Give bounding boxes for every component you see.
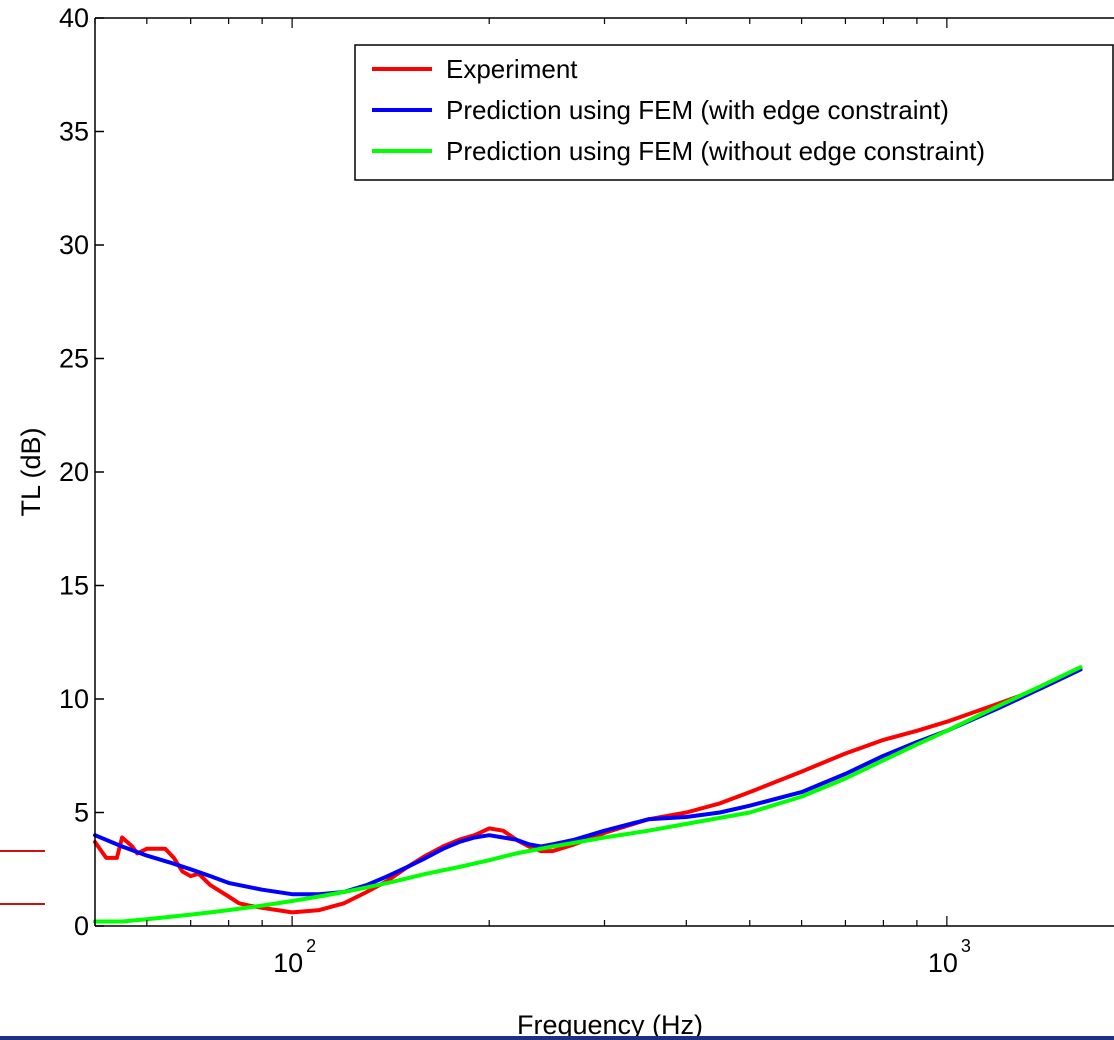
y-tick-label: 0 — [74, 911, 89, 941]
y-tick-label: 35 — [59, 117, 89, 147]
x-tick-label-exponent: 2 — [306, 936, 316, 956]
bottom-accent-bar — [0, 1036, 1114, 1040]
y-tick-label: 30 — [59, 230, 89, 260]
y-tick-label: 40 — [59, 3, 89, 33]
x-tick-label-exponent: 3 — [961, 936, 971, 956]
series-line-2 — [93, 665, 1083, 924]
y-axis-label: TL (dB) — [16, 427, 46, 516]
y-tick-label: 20 — [59, 457, 89, 487]
y-tick-label: 25 — [59, 344, 89, 374]
legend-box — [354, 44, 1114, 181]
series-layer — [93, 665, 1083, 924]
y-tick-label: 10 — [59, 684, 89, 714]
legend-label-0: Experiment — [446, 54, 578, 84]
legend: Experiment Prediction using FEM (with edg… — [354, 44, 1114, 181]
legend-label-1: Prediction using FEM (with edge constrai… — [446, 95, 949, 125]
series-line-0 — [93, 667, 1083, 915]
series-line-1 — [93, 667, 1083, 897]
x-axis-label: Frequency (Hz) — [517, 1010, 703, 1040]
legend-label-2: Prediction using FEM (without edge const… — [446, 136, 985, 166]
side-marks — [0, 850, 45, 905]
y-tick-label: 5 — [74, 798, 89, 828]
x-tick-label: 10 — [928, 948, 958, 978]
x-tick-label: 10 — [273, 948, 303, 978]
y-tick-label: 15 — [59, 571, 89, 601]
